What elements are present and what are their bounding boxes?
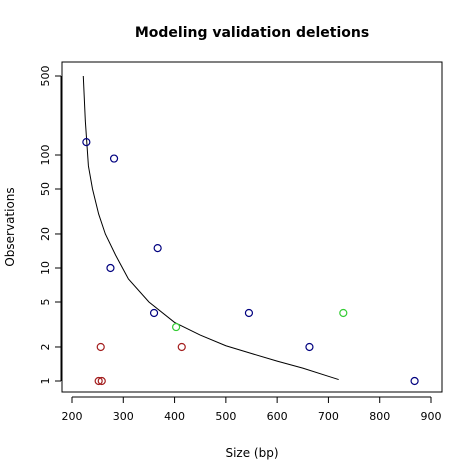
x-axis: 200 300 400 500 600 700 800 900 xyxy=(62,396,442,423)
data-point xyxy=(96,342,105,352)
points-layer xyxy=(82,138,419,386)
x-tick-label: 500 xyxy=(215,410,236,423)
y-tick-label: 1 xyxy=(39,378,52,385)
data-point xyxy=(410,376,419,386)
y-tick-label: 10 xyxy=(39,261,52,275)
x-tick-label: 200 xyxy=(62,410,83,423)
data-point xyxy=(94,376,103,386)
y-tick-label: 2 xyxy=(39,343,52,350)
fit-curve-layer xyxy=(82,75,339,381)
plot-frame xyxy=(61,61,443,393)
y-tick-label: 500 xyxy=(39,66,52,87)
x-tick-label: 600 xyxy=(267,410,288,423)
x-tick-label: 300 xyxy=(113,410,134,423)
data-point xyxy=(82,138,91,147)
data-point xyxy=(149,308,159,318)
x-tick-label: 900 xyxy=(421,410,442,423)
data-point xyxy=(305,342,314,352)
x-tick-label: 800 xyxy=(369,410,390,423)
data-point xyxy=(172,322,181,332)
x-tick-label: 700 xyxy=(318,410,339,423)
data-point xyxy=(244,308,254,318)
y-tick-label: 100 xyxy=(39,144,52,165)
y-tick-label: 20 xyxy=(39,227,52,241)
fit-curve xyxy=(82,75,339,381)
y-axis: 1 2 5 10 20 50 100 500 xyxy=(39,66,62,385)
data-point xyxy=(97,376,106,386)
y-axis-label: Observations xyxy=(3,187,17,266)
data-point xyxy=(106,263,115,273)
x-axis-label: Size (bp) xyxy=(225,446,278,460)
data-point xyxy=(339,308,348,318)
y-tick-label: 50 xyxy=(39,182,52,196)
data-point xyxy=(109,154,119,163)
data-point xyxy=(177,342,186,352)
x-tick-label: 400 xyxy=(164,410,185,423)
data-point xyxy=(153,243,162,253)
chart-title: Modeling validation deletions xyxy=(135,25,369,41)
y-tick-label: 5 xyxy=(39,299,52,306)
